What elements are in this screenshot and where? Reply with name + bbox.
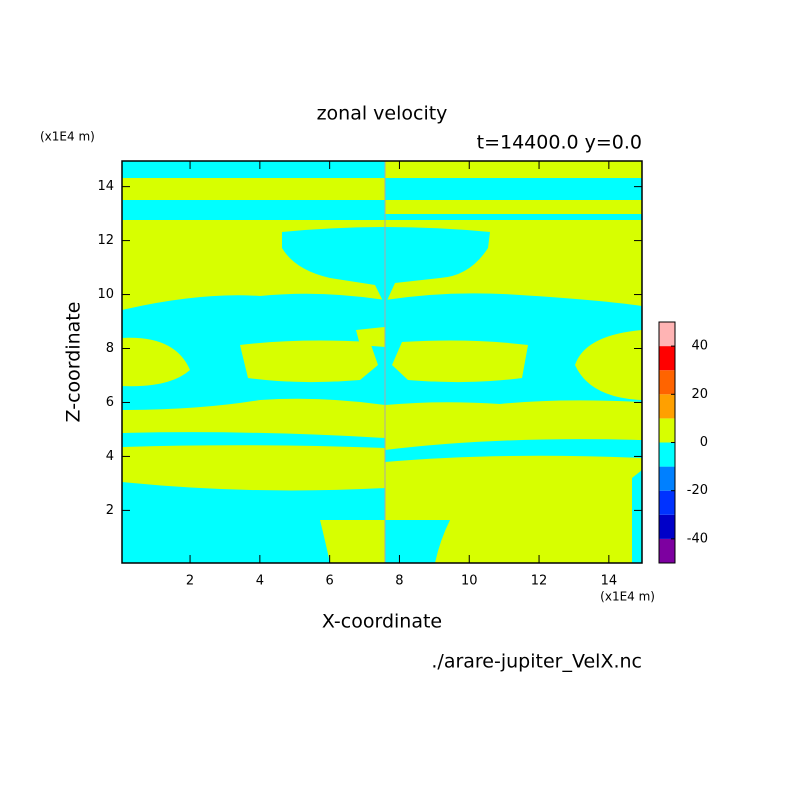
x-tick-label: 14	[601, 574, 618, 589]
y-unit: (x1E4 m)	[40, 130, 95, 144]
y-axis-label: Z-coordinate	[63, 302, 85, 423]
field-region	[385, 520, 450, 563]
chart-title: zonal velocity	[317, 103, 448, 125]
colorbar-bin	[659, 514, 675, 539]
field-region	[282, 227, 490, 305]
y-tick-label: 12	[97, 233, 114, 248]
field-region	[122, 470, 642, 563]
colorbar-tick-label: 40	[691, 339, 708, 354]
field-region	[122, 293, 642, 405]
colorbar-bin	[659, 322, 675, 347]
contour-field	[122, 161, 642, 563]
x-tick-label: 12	[531, 574, 548, 589]
colorbar-bin	[659, 466, 675, 491]
y-tick-label: 10	[97, 287, 114, 302]
colorbar-bin	[659, 346, 675, 371]
field-region	[122, 327, 642, 400]
field-region	[320, 520, 385, 563]
x-axis-label: X-coordinate	[322, 611, 442, 633]
y-tick-label: 4	[106, 449, 114, 464]
plot-frame	[121, 160, 643, 564]
field-region	[122, 394, 642, 462]
colorbar-tick-label: -40	[687, 531, 708, 546]
x-tick-label: 6	[326, 574, 334, 589]
source-file: ./arare-jupiter_VelX.nc	[431, 651, 642, 673]
colorbar-bin	[659, 394, 675, 419]
chart-subtitle: t=14400.0 y=0.0	[477, 132, 642, 154]
colorbar-tick-label: 0	[700, 435, 708, 450]
x-tick-label: 8	[395, 574, 403, 589]
y-tick-label: 8	[106, 341, 114, 356]
x-tick-label: 2	[186, 574, 194, 589]
colorbar-bin	[659, 442, 675, 467]
x-tick-label: 10	[461, 574, 478, 589]
colorbar-tick-label: 20	[691, 387, 708, 402]
field-region	[122, 161, 642, 220]
colorbar-bin	[659, 490, 675, 515]
x-tick-label: 4	[256, 574, 264, 589]
y-tick-label: 14	[97, 179, 114, 194]
y-tick-label: 6	[106, 395, 114, 410]
y-tick-label: 2	[106, 503, 114, 518]
colorbar-bin	[659, 418, 675, 443]
colorbar-bin	[659, 370, 675, 395]
colorbar-tick-label: -20	[687, 483, 708, 498]
x-unit: (x1E4 m)	[600, 590, 655, 604]
colorbar-bin	[659, 538, 675, 563]
